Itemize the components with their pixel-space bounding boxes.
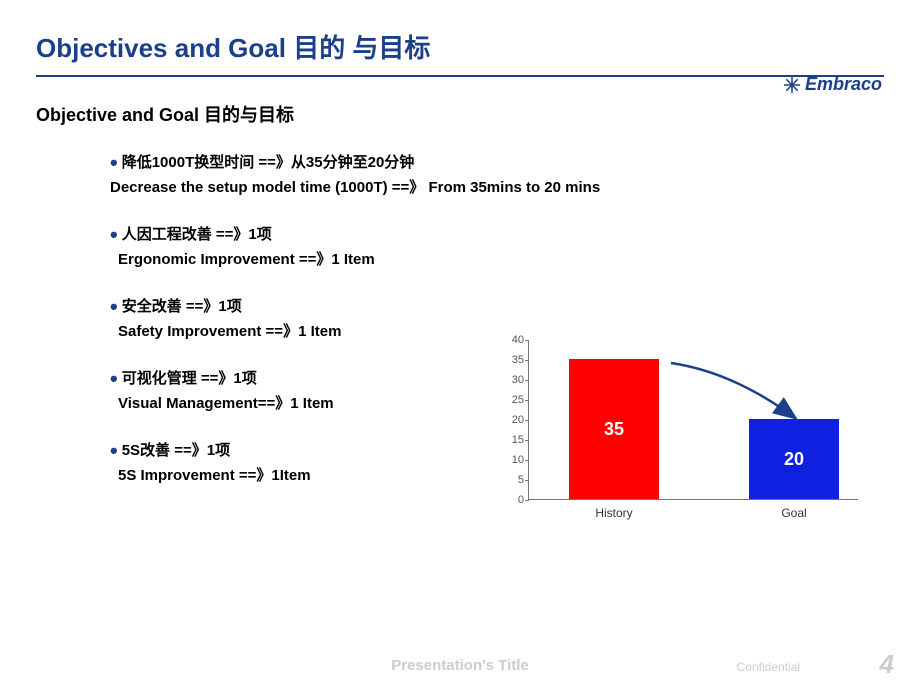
bullet-dot-icon: • [110,368,118,390]
chart-bar: 35 [569,359,659,499]
bullet-dot-icon: • [110,224,118,246]
y-tick-label: 0 [494,494,524,506]
bullet-en: Decrease the setup model time (1000T) ==… [110,177,920,200]
y-tick-label: 10 [494,454,524,466]
y-tick-label: 20 [494,414,524,426]
page-number: 4 [880,649,894,680]
y-tick-label: 5 [494,474,524,486]
y-tick-label: 40 [494,334,524,346]
chart-plot-area: 051015202530354035History20Goal [528,340,858,500]
bullet-item: •人因工程改善 ==》1项 Ergonomic Improvement ==》1… [110,221,920,271]
bullet-cn: 5S改善 ==》1项 [122,440,230,463]
y-tick-label: 25 [494,394,524,406]
footer-confidential: Confidential [737,660,800,674]
snowflake-icon [783,76,801,94]
bullet-dot-icon: • [110,152,118,174]
chart-bar: 20 [749,419,839,499]
bullet-cn: 人因工程改善 ==》1项 [122,224,272,247]
x-tick-label: History [569,506,659,520]
bullet-cn: 安全改善 ==》1项 [122,296,242,319]
bullet-cn: 降低1000T换型时间 ==》从35分钟至20分钟 [122,152,415,175]
y-tick-label: 30 [494,374,524,386]
bullet-dot-icon: • [110,440,118,462]
bullet-item: •降低1000T换型时间 ==》从35分钟至20分钟 Decrease the … [110,149,920,199]
y-tick-label: 35 [494,354,524,366]
y-tick-label: 15 [494,434,524,446]
x-tick-label: Goal [749,506,839,520]
bullet-en: Ergonomic Improvement ==》1 Item [118,249,920,272]
bullet-dot-icon: • [110,296,118,318]
brand-text: Embraco [805,74,882,95]
bullet-cn: 可视化管理 ==》1项 [122,368,257,391]
slide-title: Objectives and Goal 目的 与目标 [0,0,920,65]
brand-logo: Embraco [783,74,882,95]
bar-chart: 051015202530354035History20Goal [490,340,880,540]
